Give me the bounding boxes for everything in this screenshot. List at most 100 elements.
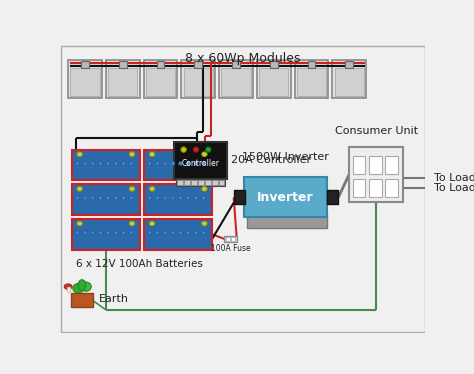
Text: 20A Controller: 20A Controller [231, 155, 311, 165]
Ellipse shape [181, 147, 186, 152]
Bar [385, 156, 398, 174]
Bar [270, 61, 278, 68]
Ellipse shape [64, 284, 72, 289]
Bar [219, 180, 225, 185]
Ellipse shape [122, 196, 126, 200]
Bar [146, 68, 175, 96]
Ellipse shape [171, 231, 175, 235]
Text: Inverter: Inverter [257, 191, 314, 204]
Ellipse shape [194, 196, 198, 200]
Ellipse shape [194, 162, 198, 165]
Text: Earth: Earth [99, 294, 129, 304]
Ellipse shape [202, 231, 206, 235]
Ellipse shape [193, 147, 199, 152]
Bar [259, 68, 288, 96]
Bar [308, 61, 315, 68]
Ellipse shape [148, 196, 152, 200]
Text: To Loads: To Loads [434, 183, 474, 193]
Ellipse shape [114, 162, 118, 165]
Bar [327, 190, 338, 204]
Bar [205, 180, 210, 185]
Ellipse shape [106, 231, 110, 235]
Bar [144, 59, 177, 98]
Bar [353, 156, 365, 174]
Bar [182, 59, 215, 98]
Bar [234, 190, 245, 204]
Bar [369, 156, 382, 174]
Ellipse shape [171, 196, 175, 200]
Ellipse shape [81, 282, 91, 291]
Ellipse shape [77, 221, 82, 226]
Bar [106, 59, 140, 98]
Ellipse shape [75, 162, 79, 165]
Ellipse shape [202, 221, 207, 226]
Bar [219, 59, 253, 98]
Ellipse shape [186, 196, 190, 200]
Ellipse shape [202, 152, 207, 157]
Ellipse shape [73, 283, 83, 293]
Bar [212, 180, 218, 185]
Text: 6 x 12V 100Ah Batteries: 6 x 12V 100Ah Batteries [76, 259, 203, 269]
Ellipse shape [91, 231, 95, 235]
Ellipse shape [122, 162, 126, 165]
Bar [385, 179, 398, 197]
Ellipse shape [99, 162, 102, 165]
Text: 8 x 60Wp Modules: 8 x 60Wp Modules [185, 52, 301, 65]
Bar [145, 184, 212, 215]
Ellipse shape [99, 196, 102, 200]
Bar [369, 179, 382, 197]
Ellipse shape [171, 162, 175, 165]
Ellipse shape [202, 187, 207, 191]
Bar [66, 286, 70, 292]
Ellipse shape [122, 231, 126, 235]
Text: Consumer Unit: Consumer Unit [335, 126, 418, 136]
Bar [108, 68, 137, 96]
Ellipse shape [149, 152, 155, 157]
Ellipse shape [163, 162, 167, 165]
Ellipse shape [77, 187, 82, 191]
Ellipse shape [129, 162, 133, 165]
Ellipse shape [129, 152, 135, 157]
Bar [294, 59, 328, 98]
Ellipse shape [194, 231, 198, 235]
Text: 1500W Inverter: 1500W Inverter [242, 152, 328, 162]
Bar [231, 237, 235, 241]
Ellipse shape [129, 231, 133, 235]
Ellipse shape [75, 231, 79, 235]
Bar [194, 61, 202, 68]
Bar [353, 179, 365, 197]
Ellipse shape [148, 162, 152, 165]
Ellipse shape [206, 147, 211, 152]
Bar [72, 219, 140, 250]
Bar [257, 59, 291, 98]
Bar [81, 61, 89, 68]
Ellipse shape [202, 196, 206, 200]
Bar [157, 61, 164, 68]
Ellipse shape [75, 196, 79, 200]
Ellipse shape [129, 187, 135, 191]
Bar [221, 68, 251, 96]
Ellipse shape [163, 231, 167, 235]
Ellipse shape [186, 231, 190, 235]
Ellipse shape [155, 162, 159, 165]
Ellipse shape [99, 231, 102, 235]
Ellipse shape [129, 196, 133, 200]
Ellipse shape [149, 187, 155, 191]
Bar [225, 236, 237, 242]
Bar [72, 150, 140, 180]
Bar [68, 59, 102, 98]
Bar [191, 180, 197, 185]
Ellipse shape [179, 162, 182, 165]
Ellipse shape [78, 280, 86, 291]
Text: 100A Fuse: 100A Fuse [211, 244, 250, 253]
Bar [184, 180, 190, 185]
Ellipse shape [83, 231, 87, 235]
Ellipse shape [91, 196, 95, 200]
Text: To Loads: To Loads [434, 173, 474, 183]
Ellipse shape [155, 196, 159, 200]
Ellipse shape [83, 162, 87, 165]
Bar [332, 59, 366, 98]
Ellipse shape [148, 231, 152, 235]
Ellipse shape [186, 162, 190, 165]
Ellipse shape [179, 231, 182, 235]
